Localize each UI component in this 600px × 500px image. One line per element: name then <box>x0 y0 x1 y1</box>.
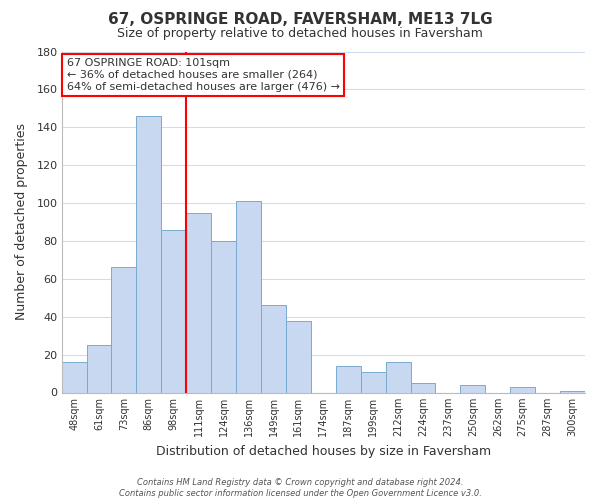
Bar <box>86 345 112 393</box>
Bar <box>510 387 535 392</box>
Bar <box>236 201 261 392</box>
Text: Size of property relative to detached houses in Faversham: Size of property relative to detached ho… <box>117 28 483 40</box>
Text: Contains HM Land Registry data © Crown copyright and database right 2024.
Contai: Contains HM Land Registry data © Crown c… <box>119 478 481 498</box>
Bar <box>186 212 211 392</box>
Bar <box>161 230 186 392</box>
Bar <box>386 362 410 392</box>
Bar <box>361 372 386 392</box>
Bar <box>211 241 236 392</box>
Y-axis label: Number of detached properties: Number of detached properties <box>15 124 28 320</box>
Text: 67 OSPRINGE ROAD: 101sqm
← 36% of detached houses are smaller (264)
64% of semi-: 67 OSPRINGE ROAD: 101sqm ← 36% of detach… <box>67 58 340 92</box>
X-axis label: Distribution of detached houses by size in Faversham: Distribution of detached houses by size … <box>156 444 491 458</box>
Text: 67, OSPRINGE ROAD, FAVERSHAM, ME13 7LG: 67, OSPRINGE ROAD, FAVERSHAM, ME13 7LG <box>107 12 493 28</box>
Bar <box>62 362 86 392</box>
Bar <box>560 390 585 392</box>
Bar <box>410 383 436 392</box>
Bar <box>261 306 286 392</box>
Bar <box>136 116 161 392</box>
Bar <box>286 320 311 392</box>
Bar <box>336 366 361 392</box>
Bar <box>112 268 136 392</box>
Bar <box>460 385 485 392</box>
